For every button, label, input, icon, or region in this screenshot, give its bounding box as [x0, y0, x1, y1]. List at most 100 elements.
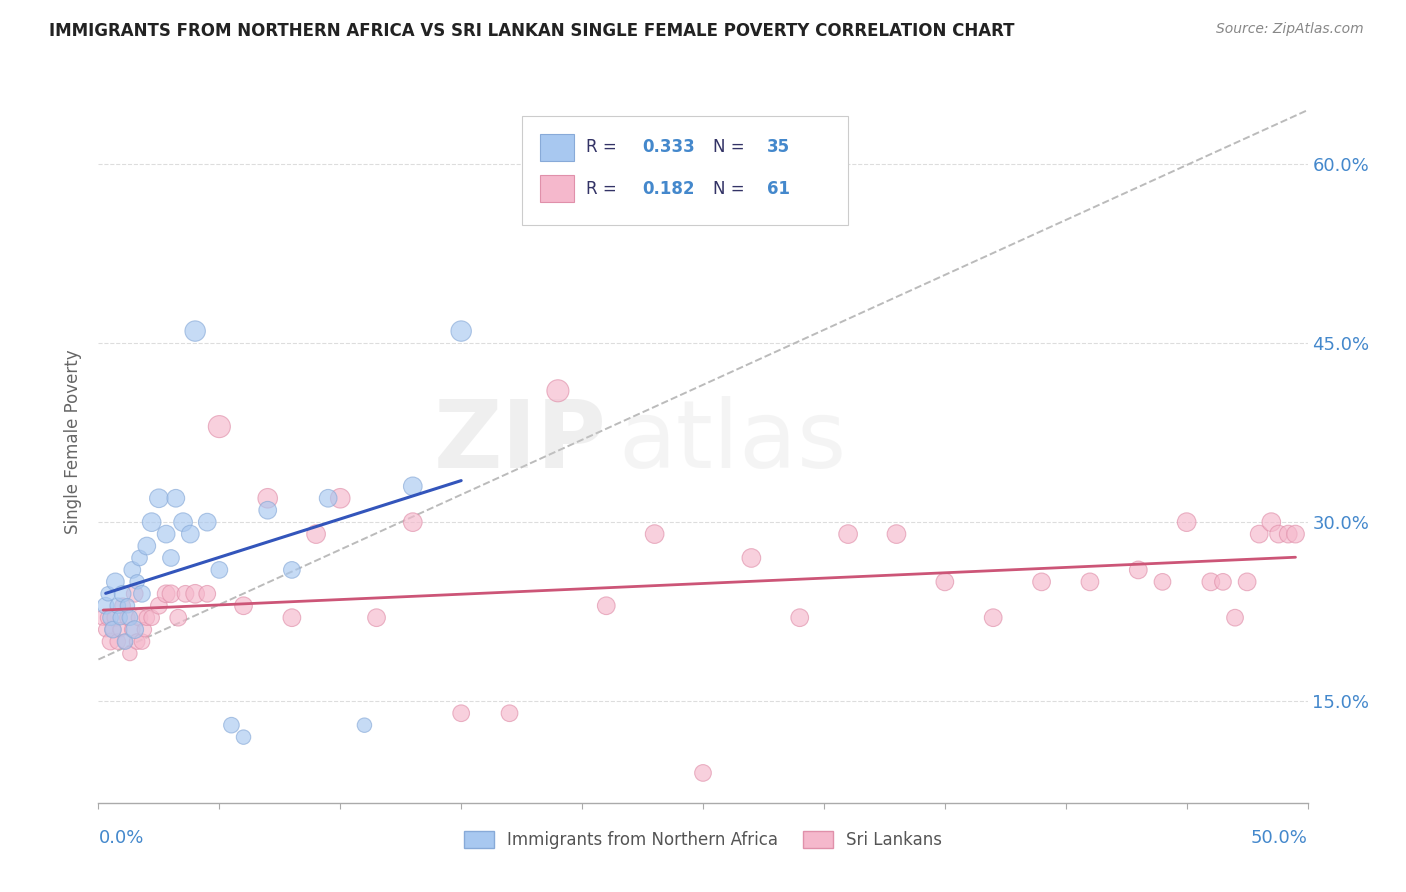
Point — [127, 634, 149, 648]
Text: 0.182: 0.182 — [643, 179, 695, 198]
Point — [1152, 574, 1174, 589]
Point — [232, 730, 254, 744]
Point — [184, 324, 207, 338]
Point — [160, 551, 183, 566]
Point — [148, 599, 170, 613]
Point — [1267, 527, 1289, 541]
Point — [104, 574, 127, 589]
Point — [232, 599, 254, 613]
Point — [111, 587, 134, 601]
Point — [148, 491, 170, 506]
Point — [128, 610, 150, 624]
Point — [886, 527, 908, 541]
Point — [117, 599, 139, 613]
Point — [329, 491, 352, 506]
Point — [91, 610, 114, 624]
Point — [195, 587, 218, 601]
FancyBboxPatch shape — [540, 134, 574, 161]
Point — [135, 610, 157, 624]
Point — [450, 706, 472, 721]
Point — [1128, 563, 1150, 577]
Point — [167, 610, 190, 624]
Point — [208, 563, 231, 577]
Point — [131, 634, 153, 648]
Text: 35: 35 — [768, 138, 790, 156]
Point — [316, 491, 339, 506]
Text: 50.0%: 50.0% — [1251, 829, 1308, 847]
Text: atlas: atlas — [619, 395, 846, 488]
Point — [114, 634, 136, 648]
Point — [498, 706, 520, 721]
Point — [256, 491, 278, 506]
Text: 61: 61 — [768, 179, 790, 198]
Point — [172, 515, 194, 529]
Point — [195, 515, 218, 529]
Point — [934, 574, 956, 589]
Text: 0.333: 0.333 — [643, 138, 696, 156]
Point — [353, 718, 375, 732]
Point — [121, 623, 143, 637]
Point — [740, 551, 762, 566]
Point — [117, 610, 139, 624]
Point — [1260, 515, 1282, 529]
Point — [155, 527, 177, 541]
Point — [134, 623, 156, 637]
Point — [114, 634, 136, 648]
Point — [141, 515, 163, 529]
Point — [97, 610, 120, 624]
Point — [1031, 574, 1053, 589]
Point — [1284, 527, 1306, 541]
Point — [160, 587, 183, 601]
Legend: Immigrants from Northern Africa, Sri Lankans: Immigrants from Northern Africa, Sri Lan… — [457, 824, 949, 856]
Text: ZIP: ZIP — [433, 395, 606, 488]
Point — [1236, 574, 1258, 589]
Point — [100, 634, 122, 648]
Text: 0.0%: 0.0% — [98, 829, 143, 847]
Point — [121, 563, 143, 577]
Point — [131, 587, 153, 601]
Point — [692, 766, 714, 780]
Point — [281, 610, 304, 624]
Point — [1249, 527, 1271, 541]
Point — [1277, 527, 1299, 541]
Point — [108, 610, 131, 624]
Point — [1212, 574, 1234, 589]
Point — [644, 527, 666, 541]
Point — [97, 587, 120, 601]
Point — [107, 634, 129, 648]
Point — [450, 324, 472, 338]
Point — [402, 515, 425, 529]
Text: R =: R = — [586, 179, 621, 198]
Point — [94, 623, 117, 637]
Point — [1199, 574, 1222, 589]
Text: IMMIGRANTS FROM NORTHERN AFRICA VS SRI LANKAN SINGLE FEMALE POVERTY CORRELATION : IMMIGRANTS FROM NORTHERN AFRICA VS SRI L… — [49, 22, 1015, 40]
Point — [208, 419, 231, 434]
Point — [1078, 574, 1101, 589]
Point — [281, 563, 304, 577]
Point — [124, 587, 146, 601]
Point — [981, 610, 1004, 624]
Point — [366, 610, 388, 624]
Point — [179, 527, 201, 541]
Point — [165, 491, 187, 506]
Point — [837, 527, 859, 541]
Point — [595, 599, 617, 613]
FancyBboxPatch shape — [540, 175, 574, 202]
Point — [305, 527, 328, 541]
Point — [101, 623, 124, 637]
Point — [135, 539, 157, 553]
Point — [789, 610, 811, 624]
Point — [221, 718, 243, 732]
Point — [141, 610, 163, 624]
Text: R =: R = — [586, 138, 621, 156]
Text: Source: ZipAtlas.com: Source: ZipAtlas.com — [1216, 22, 1364, 37]
Point — [111, 599, 134, 613]
Point — [1175, 515, 1198, 529]
Text: N =: N = — [713, 179, 749, 198]
FancyBboxPatch shape — [522, 117, 848, 225]
Point — [94, 599, 117, 613]
Point — [127, 574, 149, 589]
Point — [100, 610, 122, 624]
Point — [256, 503, 278, 517]
Point — [107, 599, 129, 613]
